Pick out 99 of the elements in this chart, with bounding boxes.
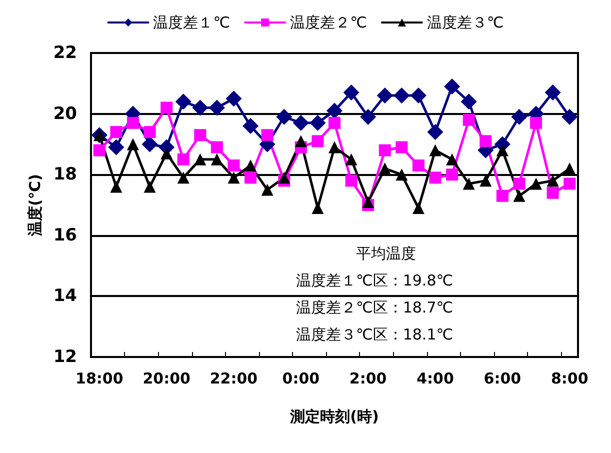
- point: [345, 153, 358, 166]
- point: [394, 88, 410, 104]
- point: [208, 100, 225, 116]
- annotation: 温度差１℃区：19.8℃: [296, 272, 454, 290]
- x-tick-label: 2:00: [349, 370, 387, 388]
- point: [376, 88, 393, 104]
- point: [194, 153, 206, 166]
- annotation: 温度差２℃区：18.7℃: [296, 298, 454, 316]
- point: [496, 190, 508, 202]
- point: [562, 108, 578, 125]
- point: [160, 147, 173, 160]
- point: [328, 141, 340, 154]
- point: [244, 159, 257, 172]
- point: [110, 180, 122, 193]
- legend-label: 温度差２℃: [290, 14, 367, 32]
- point: [362, 196, 374, 208]
- point: [177, 172, 190, 184]
- y-tick-label: 12: [53, 347, 77, 367]
- point: [429, 172, 442, 184]
- y-tick-label: 18: [53, 164, 77, 185]
- point: [460, 94, 477, 110]
- point: [544, 84, 561, 101]
- point: [142, 136, 158, 152]
- point: [444, 78, 460, 94]
- y-axis-title: 温度(℃): [26, 174, 44, 237]
- point: [462, 114, 475, 126]
- point: [429, 144, 442, 156]
- point: [343, 84, 360, 101]
- point: [312, 202, 324, 214]
- point: [564, 178, 576, 190]
- point: [378, 144, 391, 156]
- point: [462, 178, 475, 190]
- point: [175, 94, 192, 110]
- x-axis-title: 測定時刻(時): [289, 408, 379, 426]
- point: [446, 168, 458, 181]
- point: [210, 153, 223, 166]
- point: [144, 180, 156, 193]
- point: [226, 90, 242, 107]
- point: [228, 159, 240, 172]
- point: [412, 159, 424, 172]
- y-tick-label: 20: [53, 104, 78, 124]
- point: [93, 144, 106, 156]
- point: [480, 135, 492, 148]
- x-tick-label: 4:00: [416, 370, 454, 388]
- y-tick-label: 16: [53, 225, 77, 246]
- point: [244, 172, 257, 184]
- point: [396, 168, 408, 181]
- point: [326, 102, 342, 119]
- point: [292, 114, 309, 131]
- point: [126, 138, 139, 150]
- point: [410, 88, 426, 104]
- point: [261, 129, 274, 142]
- point: [396, 141, 408, 154]
- x-tick-label: 22:00: [210, 370, 258, 388]
- point: [546, 174, 559, 187]
- point: [513, 190, 526, 202]
- point: [412, 202, 424, 214]
- point: [261, 184, 274, 196]
- point: [480, 174, 492, 187]
- y-tick-label: 14: [53, 286, 78, 306]
- point: [228, 172, 240, 184]
- point: [530, 178, 542, 190]
- y-tick-label: 22: [53, 43, 77, 63]
- x-tick-label: 0:00: [282, 370, 320, 388]
- point: [192, 100, 208, 116]
- point: [294, 135, 307, 148]
- point: [345, 174, 358, 187]
- x-tick-label: 18:00: [76, 370, 124, 388]
- x-tick-label: 8:00: [550, 370, 588, 388]
- point: [194, 129, 206, 142]
- point: [564, 162, 576, 175]
- point: [511, 108, 528, 125]
- legend-label: 温度差３℃: [426, 14, 504, 32]
- point: [278, 172, 290, 184]
- point: [110, 126, 122, 138]
- point: [530, 116, 542, 129]
- point: [177, 153, 190, 166]
- point: [328, 116, 340, 129]
- legend-label: 温度差１℃: [153, 14, 230, 32]
- point: [496, 144, 508, 156]
- point: [108, 139, 124, 156]
- point: [513, 178, 526, 190]
- annotation: 平均温度: [356, 244, 416, 262]
- x-tick-label: 6:00: [484, 370, 522, 388]
- point: [546, 186, 559, 199]
- point: [310, 114, 326, 131]
- point: [378, 162, 391, 175]
- point: [427, 124, 444, 140]
- point: [360, 108, 376, 125]
- point: [160, 102, 173, 114]
- annotation: 温度差３℃区：18.1℃: [296, 326, 454, 344]
- point: [276, 108, 292, 125]
- point: [126, 116, 139, 129]
- point: [144, 126, 156, 138]
- point: [312, 135, 324, 148]
- point: [446, 153, 458, 166]
- point: [242, 118, 259, 134]
- x-tick-label: 20:00: [142, 370, 190, 388]
- point: [210, 141, 223, 154]
